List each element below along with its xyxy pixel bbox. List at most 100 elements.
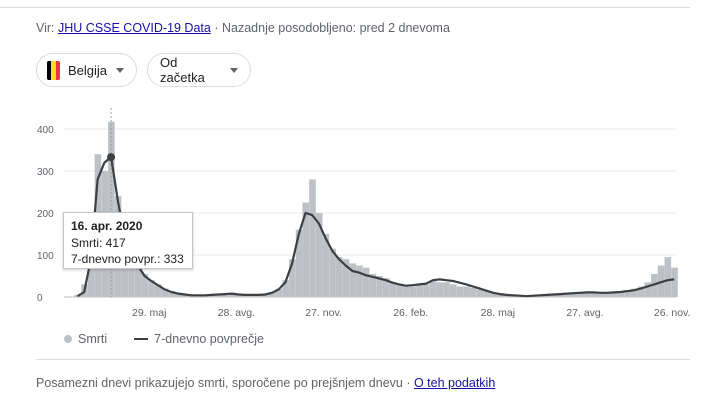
about-data-link[interactable]: O teh podatkih bbox=[413, 376, 496, 390]
legend-line-swatch bbox=[134, 338, 149, 340]
deaths-bar bbox=[423, 284, 430, 297]
footer: Posamezni dnevi prikazujejo smrti, sporo… bbox=[36, 376, 495, 390]
deaths-bar bbox=[376, 276, 383, 297]
deaths-bar bbox=[644, 282, 651, 297]
time-range-dropdown[interactable]: Od začetka bbox=[147, 53, 251, 87]
deaths-bar bbox=[282, 280, 289, 297]
deaths-bar bbox=[309, 179, 316, 297]
y-tick-label: 0 bbox=[37, 293, 43, 304]
deaths-bar bbox=[483, 290, 491, 297]
deaths-bar bbox=[610, 291, 618, 297]
deaths-bar bbox=[369, 273, 377, 297]
deaths-bar bbox=[148, 280, 155, 297]
deaths-bar bbox=[315, 213, 323, 297]
deaths-bar bbox=[584, 291, 591, 297]
deaths-bar bbox=[161, 288, 169, 297]
belgium-flag-icon bbox=[47, 60, 60, 80]
footer-note: Posamezni dnevi prikazujejo smrti, sporo… bbox=[36, 376, 403, 390]
deaths-bar bbox=[550, 294, 558, 297]
highlight-point bbox=[107, 153, 116, 162]
deaths-bar bbox=[637, 286, 645, 297]
deaths-bar bbox=[429, 280, 437, 297]
deaths-bar bbox=[597, 293, 605, 297]
deaths-bar bbox=[175, 292, 182, 297]
deaths-bar bbox=[409, 286, 417, 297]
deaths-bar bbox=[463, 286, 470, 297]
bottom-divider bbox=[36, 359, 690, 360]
legend-line-label: 7-dnevno povprečje bbox=[154, 332, 264, 346]
x-tick-label: 27. nov. bbox=[305, 307, 342, 319]
x-tick-label: 26. feb. bbox=[393, 307, 428, 319]
deaths-bar bbox=[336, 257, 343, 297]
deaths-bar bbox=[268, 291, 276, 297]
top-divider bbox=[0, 7, 690, 8]
chevron-down-icon bbox=[230, 67, 238, 73]
deaths-bar bbox=[476, 289, 484, 297]
deaths-bar bbox=[396, 284, 403, 297]
time-range-label: Od začetka bbox=[160, 55, 205, 85]
source-prefix: Vir: bbox=[36, 21, 55, 35]
tooltip-average: 7-dnevno povpr.: 333 bbox=[71, 252, 184, 266]
x-tick-label: 28. avg. bbox=[218, 307, 255, 319]
deaths-bar bbox=[436, 282, 444, 297]
deaths-bar bbox=[490, 292, 497, 297]
deaths-bar bbox=[362, 267, 370, 297]
deaths-bar bbox=[329, 248, 336, 297]
deaths-bar bbox=[604, 292, 611, 297]
deaths-chart[interactable]: 0 100 200 300 400 29. maj 28. avg. 27. nov. 26. … bbox=[0, 95, 716, 325]
deaths-bar bbox=[617, 291, 625, 297]
average-line bbox=[76, 155, 675, 298]
deaths-bar bbox=[322, 234, 330, 297]
x-tick-label: 29. maj bbox=[132, 307, 166, 319]
deaths-bar bbox=[134, 263, 142, 297]
chevron-down-icon bbox=[116, 67, 124, 73]
deaths-bar bbox=[382, 278, 390, 297]
deaths-bar bbox=[228, 293, 236, 297]
deaths-bar bbox=[295, 229, 303, 297]
deaths-bar bbox=[416, 285, 424, 297]
chart-legend: Smrti 7-dnevno povprečje bbox=[64, 332, 264, 346]
x-tick-label: 28. maj bbox=[481, 307, 515, 319]
deaths-bar bbox=[563, 293, 571, 297]
source-separator: · bbox=[214, 21, 219, 35]
y-tick-label: 400 bbox=[37, 125, 54, 136]
source-link[interactable]: JHU CSSE COVID-19 Data bbox=[58, 21, 211, 35]
deaths-bar bbox=[456, 286, 464, 297]
x-tick-label: 27. avg. bbox=[566, 307, 603, 319]
deaths-bar bbox=[671, 267, 678, 297]
deaths-bar bbox=[664, 257, 672, 297]
deaths-bar bbox=[128, 250, 135, 297]
deaths-bar bbox=[577, 292, 584, 297]
footer-separator: · bbox=[406, 376, 414, 390]
country-dropdown[interactable]: Belgija bbox=[36, 53, 137, 87]
deaths-bar bbox=[289, 259, 296, 297]
deaths-bar bbox=[590, 292, 598, 297]
y-tick-label: 100 bbox=[37, 251, 54, 262]
deaths-bar bbox=[154, 284, 162, 297]
deaths-bar bbox=[624, 290, 631, 297]
deaths-bar bbox=[449, 284, 457, 297]
y-tick-label: 300 bbox=[37, 167, 54, 178]
country-label: Belgija bbox=[67, 62, 107, 78]
deaths-bar bbox=[389, 282, 397, 297]
deaths-bar bbox=[349, 263, 357, 297]
legend-bars-swatch bbox=[64, 335, 72, 343]
tooltip-date: 16. apr. 2020 bbox=[71, 219, 143, 233]
deaths-bar bbox=[470, 287, 477, 297]
deaths-bar bbox=[168, 291, 175, 297]
deaths-bar bbox=[215, 294, 222, 297]
x-tick-label: 26. nov. bbox=[654, 307, 691, 319]
chart-tooltip: 16. apr. 2020 Smrti: 417 7-dnevno povpr.… bbox=[63, 212, 193, 269]
deaths-bar bbox=[630, 288, 638, 297]
last-updated: Nazadnje posodobljeno: pred 2 dnevoma bbox=[221, 21, 450, 35]
tooltip-deaths: Smrti: 417 bbox=[71, 235, 126, 250]
deaths-bar bbox=[275, 288, 283, 297]
deaths-bar bbox=[570, 293, 578, 297]
source-line: Vir: JHU CSSE COVID-19 Data · Nazadnje p… bbox=[36, 21, 450, 35]
legend-bars-label: Smrti bbox=[78, 332, 108, 346]
y-tick-label: 200 bbox=[37, 209, 54, 220]
deaths-bar bbox=[222, 293, 229, 297]
deaths-bar bbox=[443, 282, 450, 297]
deaths-bar bbox=[342, 259, 350, 297]
deaths-bar bbox=[403, 286, 410, 297]
